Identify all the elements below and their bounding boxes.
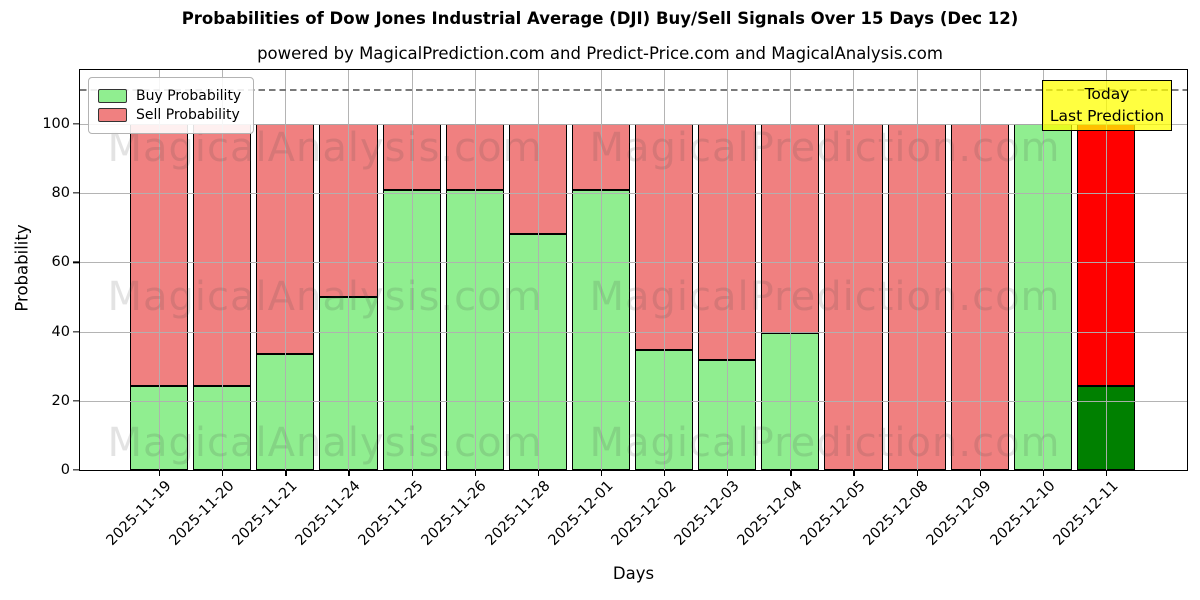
- legend-buy-label: Buy Probability: [136, 88, 242, 104]
- buy-bar-segment: [508, 233, 567, 470]
- x-tick-mark: [159, 471, 161, 476]
- x-tick-label: 2025-12-11: [1050, 478, 1122, 549]
- x-axis-label: Days: [612, 564, 655, 583]
- bar-slot: [508, 70, 567, 476]
- x-tick-mark: [537, 471, 540, 476]
- sell-bar-segment: [319, 124, 378, 297]
- x-tick-mark: [979, 471, 981, 476]
- bar-slot: [698, 70, 757, 476]
- sell-bar-segment: [698, 124, 757, 361]
- x-tick-mark: [664, 471, 666, 476]
- sell-bar-segment: [824, 124, 883, 470]
- x-tick-mark: [600, 471, 603, 476]
- bar-slot: [950, 70, 1009, 476]
- y-tick-label: 0: [60, 462, 70, 478]
- x-tick-mark: [411, 471, 413, 476]
- plot-area: Buy Probability Sell Probability Today L…: [79, 69, 1188, 476]
- legend-buy-swatch: [98, 89, 127, 103]
- bar-slot: [887, 70, 946, 476]
- sell-bar-segment: [635, 124, 694, 351]
- y-tick-label: 80: [51, 185, 70, 202]
- buy-bar-segment: [256, 354, 315, 470]
- bar-slot: [130, 70, 189, 476]
- x-tick-mark: [474, 471, 476, 476]
- x-tick-mark: [853, 471, 855, 476]
- x-tick-mark: [1105, 471, 1108, 476]
- buy-bar-segment: [193, 385, 252, 470]
- y-tick-mark: [73, 469, 80, 471]
- bar-slot: [445, 70, 504, 476]
- sell-bar-segment: [256, 124, 315, 355]
- legend: Buy Probability Sell Probability: [88, 77, 255, 134]
- bar-slot: [761, 70, 820, 476]
- bar-slot: [256, 70, 315, 476]
- legend-sell-label: Sell Probability: [136, 107, 240, 123]
- legend-row-sell: Sell Probability: [98, 107, 241, 123]
- y-tick-label: 100: [42, 116, 70, 132]
- sell-bar-segment: [1076, 124, 1135, 386]
- buy-bar-segment: [382, 189, 441, 470]
- buy-bar-segment: [761, 333, 820, 470]
- bar-slot: [1013, 70, 1072, 476]
- buy-bar-segment: [130, 385, 189, 470]
- bar-slot: [319, 70, 378, 476]
- bar-slot: [1076, 70, 1135, 476]
- buy-bar-segment: [571, 189, 630, 470]
- bars-container: [80, 70, 1187, 476]
- y-tick-mark: [73, 192, 80, 194]
- sell-bar-segment: [950, 124, 1009, 470]
- bar-slot: [193, 70, 252, 476]
- x-tick-mark: [222, 471, 224, 476]
- x-tick-mark: [1042, 471, 1045, 476]
- sell-bar-segment: [761, 124, 820, 334]
- buy-bar-segment: [1076, 385, 1135, 470]
- bar-slot: [382, 70, 441, 476]
- y-tick-mark: [73, 330, 80, 333]
- sell-bar-segment: [571, 124, 630, 190]
- buy-bar-segment: [1013, 124, 1072, 470]
- sell-bar-segment: [382, 124, 441, 190]
- y-tick-label: 20: [51, 392, 70, 409]
- chart-subtitle: powered by MagicalPrediction.com and Pre…: [257, 44, 943, 63]
- y-tick-mark: [73, 123, 80, 125]
- sell-bar-segment: [508, 124, 567, 234]
- y-tick-mark: [73, 400, 80, 402]
- y-tick-label: 40: [51, 323, 70, 340]
- chart-title: Probabilities of Dow Jones Industrial Av…: [181, 9, 1019, 28]
- x-tick-mark: [285, 471, 287, 476]
- buy-bar-segment: [698, 360, 757, 470]
- today-annotation-line2: Last Prediction: [1049, 107, 1165, 126]
- sell-bar-segment: [130, 124, 189, 386]
- legend-sell-swatch: [98, 108, 127, 122]
- y-tick-mark: [73, 261, 80, 264]
- today-annotation-line1: Today: [1084, 85, 1130, 103]
- bar-slot: [635, 70, 694, 476]
- bar-slot: [571, 70, 630, 476]
- x-tick-mark: [727, 471, 729, 476]
- bar-slot: [824, 70, 883, 476]
- buy-bar-segment: [319, 297, 378, 470]
- x-tick-mark: [790, 471, 792, 476]
- sell-bar-segment: [445, 124, 504, 190]
- legend-row-buy: Buy Probability: [98, 88, 241, 104]
- y-tick-label: 60: [51, 254, 70, 271]
- x-tick-mark: [348, 471, 350, 476]
- x-tick-mark: [916, 471, 918, 476]
- today-annotation: Today Last Prediction: [1042, 80, 1172, 131]
- sell-bar-segment: [193, 124, 252, 386]
- buy-bar-segment: [445, 189, 504, 470]
- sell-bar-segment: [887, 124, 946, 470]
- buy-bar-segment: [635, 350, 694, 470]
